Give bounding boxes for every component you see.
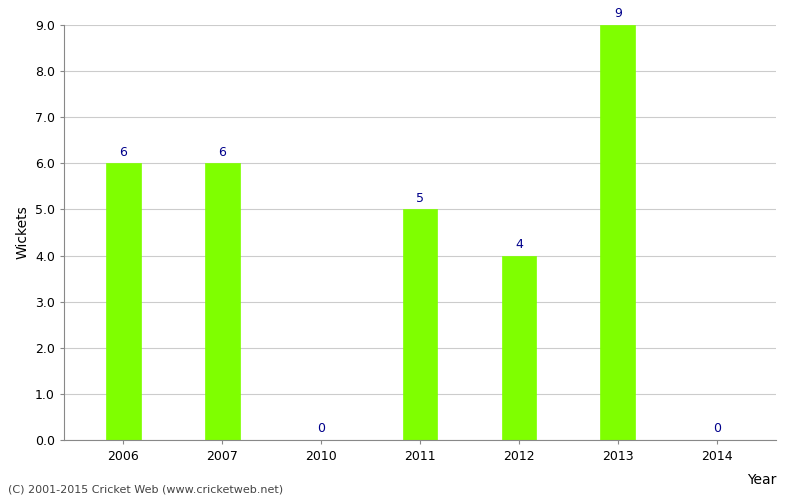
Text: 9: 9 — [614, 8, 622, 20]
Text: 6: 6 — [119, 146, 127, 158]
Y-axis label: Wickets: Wickets — [15, 206, 30, 260]
Text: 5: 5 — [416, 192, 424, 205]
Bar — [402, 210, 438, 440]
Text: Year: Year — [746, 473, 776, 487]
Bar — [205, 164, 239, 440]
Bar — [601, 25, 635, 440]
Text: 0: 0 — [317, 422, 325, 436]
Text: (C) 2001-2015 Cricket Web (www.cricketweb.net): (C) 2001-2015 Cricket Web (www.cricketwe… — [8, 485, 283, 495]
Text: 6: 6 — [218, 146, 226, 158]
Text: 0: 0 — [713, 422, 721, 436]
Bar — [502, 256, 536, 440]
Bar — [106, 164, 141, 440]
Text: 4: 4 — [515, 238, 523, 251]
